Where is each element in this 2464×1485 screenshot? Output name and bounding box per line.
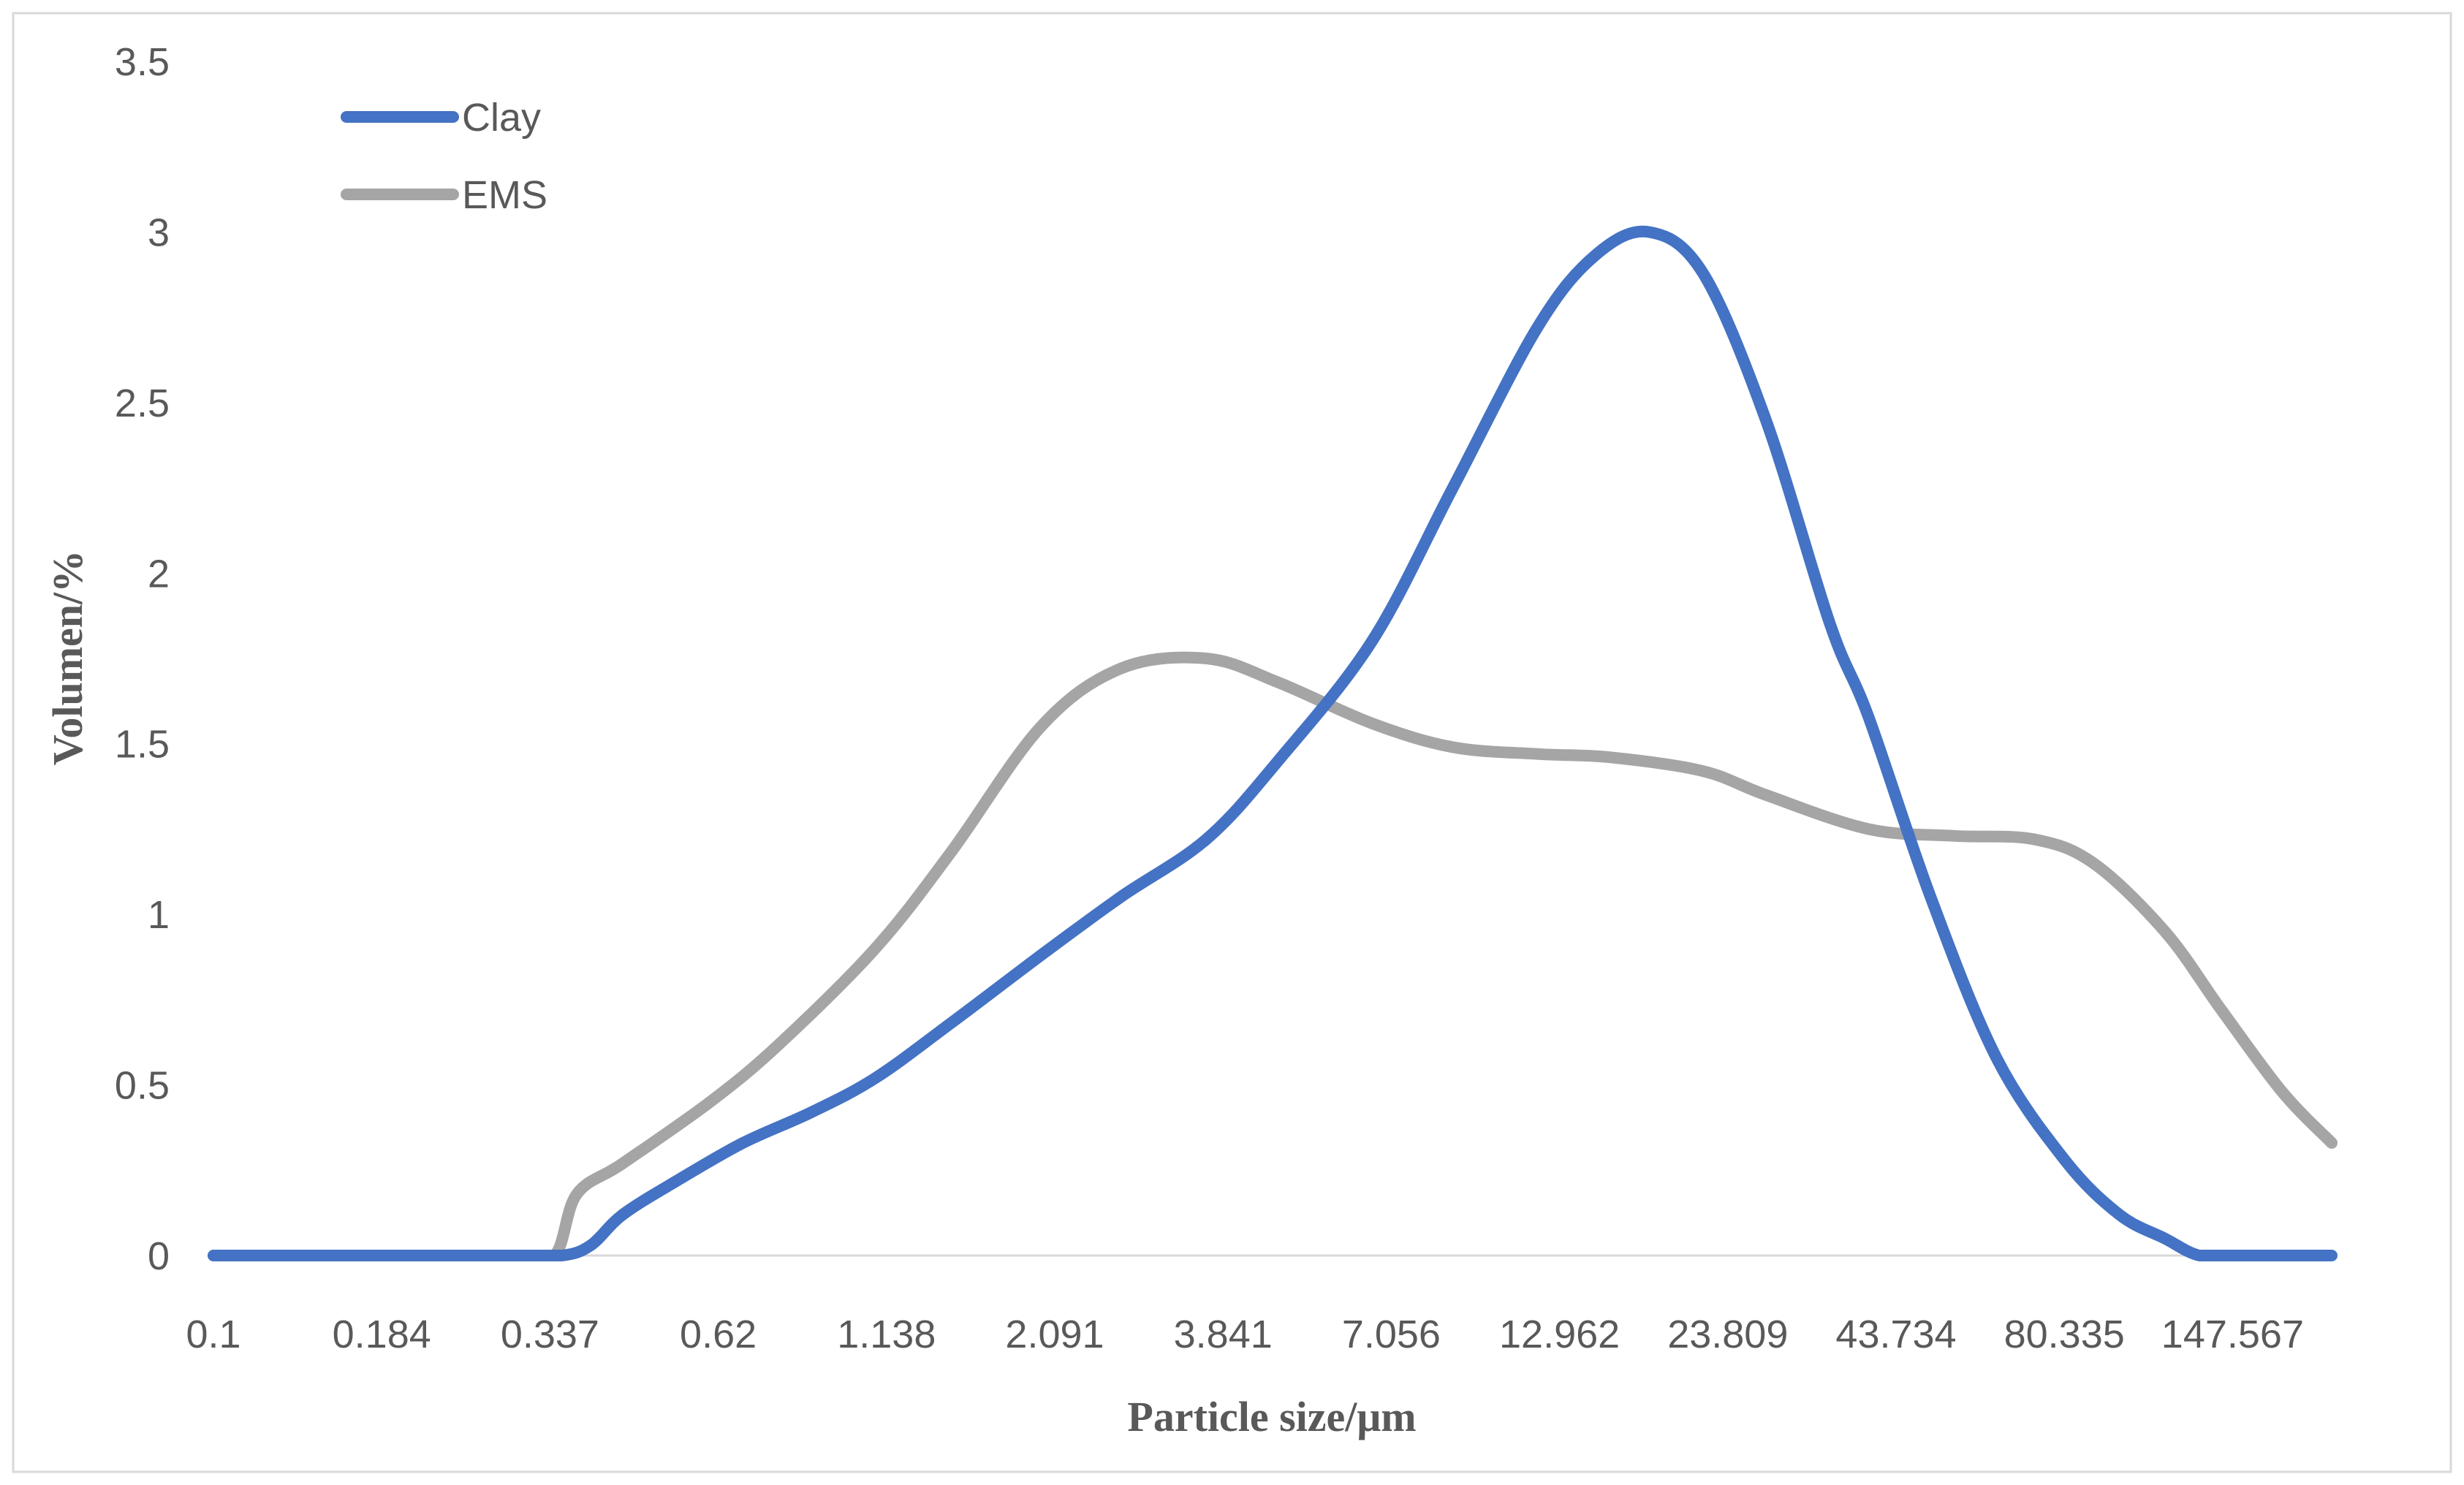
x-axis-title: Particle size/μm [1127, 1393, 1416, 1440]
series-line-clay [208, 225, 2338, 1262]
y-tick-label: 3.5 [115, 40, 170, 84]
y-axis-ticks: 0 0.5 1 1.5 2 2.5 3 3.5 [115, 40, 170, 1278]
x-tick-label: 0.1 [186, 1313, 240, 1356]
y-tick-label: 0 [148, 1234, 170, 1278]
x-tick-label: 1.138 [837, 1313, 936, 1356]
chart-border [12, 12, 2452, 1473]
series-line-ems [208, 651, 2338, 1262]
x-tick-label: 7.056 [1342, 1313, 1441, 1356]
y-tick-label: 2.5 [115, 381, 170, 425]
x-tick-label: 12.962 [1499, 1313, 1620, 1356]
x-tick-label: 80.335 [2004, 1313, 2125, 1356]
x-tick-label: 43.734 [1835, 1313, 1956, 1356]
x-tick-label: 0.62 [680, 1313, 757, 1356]
x-tick-label: 2.091 [1005, 1313, 1104, 1356]
y-tick-label: 1.5 [115, 723, 170, 767]
legend-label-clay: Clay [462, 96, 541, 140]
y-tick-label: 3 [148, 210, 170, 254]
x-tick-label: 23.809 [1667, 1313, 1788, 1356]
y-tick-label: 1 [148, 893, 170, 937]
y-axis-title: Volumen/% [44, 550, 91, 765]
legend: Clay EMS [341, 96, 547, 217]
legend-label-ems: EMS [462, 173, 547, 217]
x-axis-ticks: 0.1 0.184 0.337 0.62 1.138 2.091 3.841 7.056 12.… [186, 1313, 2304, 1356]
series-lines [208, 225, 2338, 1262]
y-tick-label: 0.5 [115, 1064, 170, 1108]
x-tick-label: 0.337 [501, 1313, 599, 1356]
x-tick-label: 0.184 [333, 1313, 431, 1356]
x-tick-label: 147.567 [2161, 1313, 2304, 1356]
y-tick-label: 2 [148, 552, 170, 596]
x-tick-label: 3.841 [1174, 1313, 1273, 1356]
